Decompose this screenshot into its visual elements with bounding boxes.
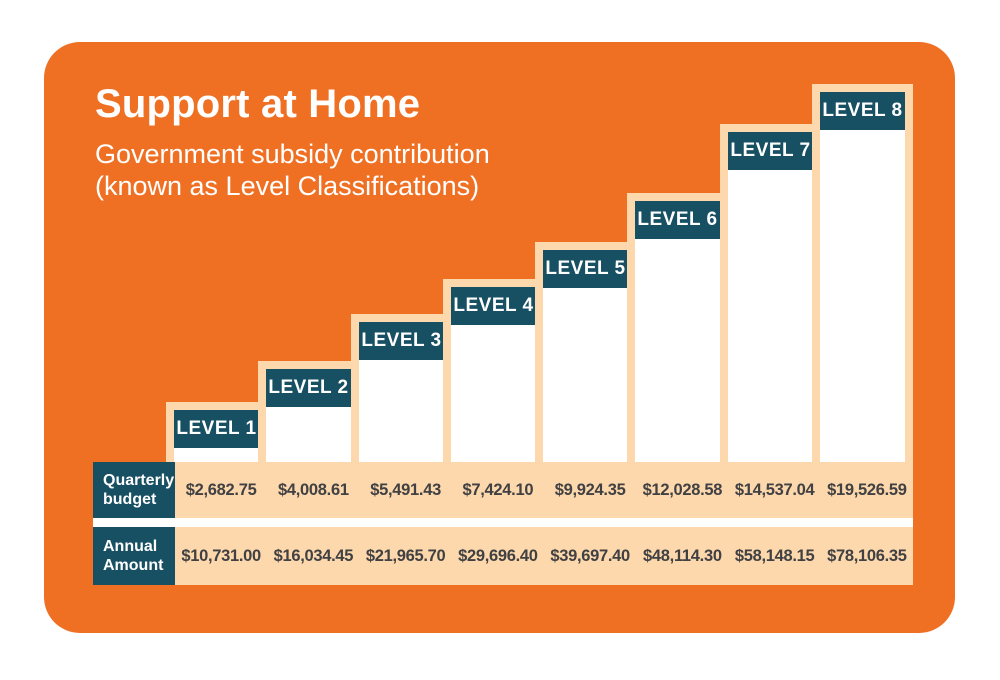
level-label-8: LEVEL 8	[820, 92, 905, 130]
level-bar-4: LEVEL 4	[443, 279, 544, 462]
annual-value-8: $78,106.35	[827, 546, 907, 565]
infographic-card: Support at Home Government subsidy contr…	[44, 42, 955, 633]
page-subtitle: Government subsidy contribution (known a…	[95, 138, 490, 202]
level-bar-3: LEVEL 3	[351, 314, 452, 462]
subtitle-line-2: (known as Level Classifications)	[95, 171, 480, 201]
quarterly-budget-header: Quarterly budget	[93, 462, 175, 518]
annual-amount-row: Annual Amount $10,731.00 $16,034.45 $21,…	[93, 527, 913, 585]
level-label-5: LEVEL 5	[543, 250, 628, 288]
page-title: Support at Home	[95, 82, 421, 126]
level-label-7: LEVEL 7	[728, 132, 813, 170]
quarterly-value-2: $4,008.61	[278, 480, 349, 499]
annual-value-1: $10,731.00	[181, 546, 261, 565]
level-bar-7: LEVEL 7	[720, 124, 821, 462]
row-divider	[93, 518, 913, 527]
annual-value-4: $29,696.40	[458, 546, 538, 565]
quarterly-value-8: $19,526.59	[827, 480, 907, 499]
level-label-1: LEVEL 1	[174, 410, 259, 448]
quarterly-value-4: $7,424.10	[462, 480, 534, 499]
annual-value-5: $39,697.40	[550, 546, 630, 565]
level-label-4: LEVEL 4	[451, 287, 536, 325]
quarterly-value-6: $12,028.58	[642, 480, 723, 499]
subtitle-line-1: Government subsidy contribution	[95, 139, 490, 169]
annual-value-3: $21,965.70	[365, 546, 446, 565]
quarterly-value-1: $2,682.75	[185, 480, 257, 499]
quarterly-value-3: $5,491.43	[370, 480, 441, 499]
level-bar-1: LEVEL 1	[166, 402, 267, 462]
annual-value-6: $48,114.30	[643, 546, 722, 565]
quarterly-value-5: $9,924.35	[554, 480, 626, 499]
level-label-2: LEVEL 2	[266, 369, 351, 407]
level-label-3: LEVEL 3	[359, 322, 444, 360]
level-label-6: LEVEL 6	[635, 201, 720, 239]
quarterly-value-7: $14,537.04	[734, 480, 815, 499]
level-bar-2: LEVEL 2	[258, 361, 359, 462]
annual-value-2: $16,034.45	[273, 546, 354, 565]
level-bar-8: LEVEL 8	[812, 84, 913, 462]
annual-value-7: $58,148.15	[734, 546, 815, 565]
level-bar-6: LEVEL 6	[627, 193, 728, 462]
quarterly-budget-row: Quarterly budget $2,682.75 $4,008.61 $5,…	[93, 462, 913, 518]
annual-amount-header: Annual Amount	[93, 527, 175, 585]
level-bar-5: LEVEL 5	[535, 242, 636, 462]
